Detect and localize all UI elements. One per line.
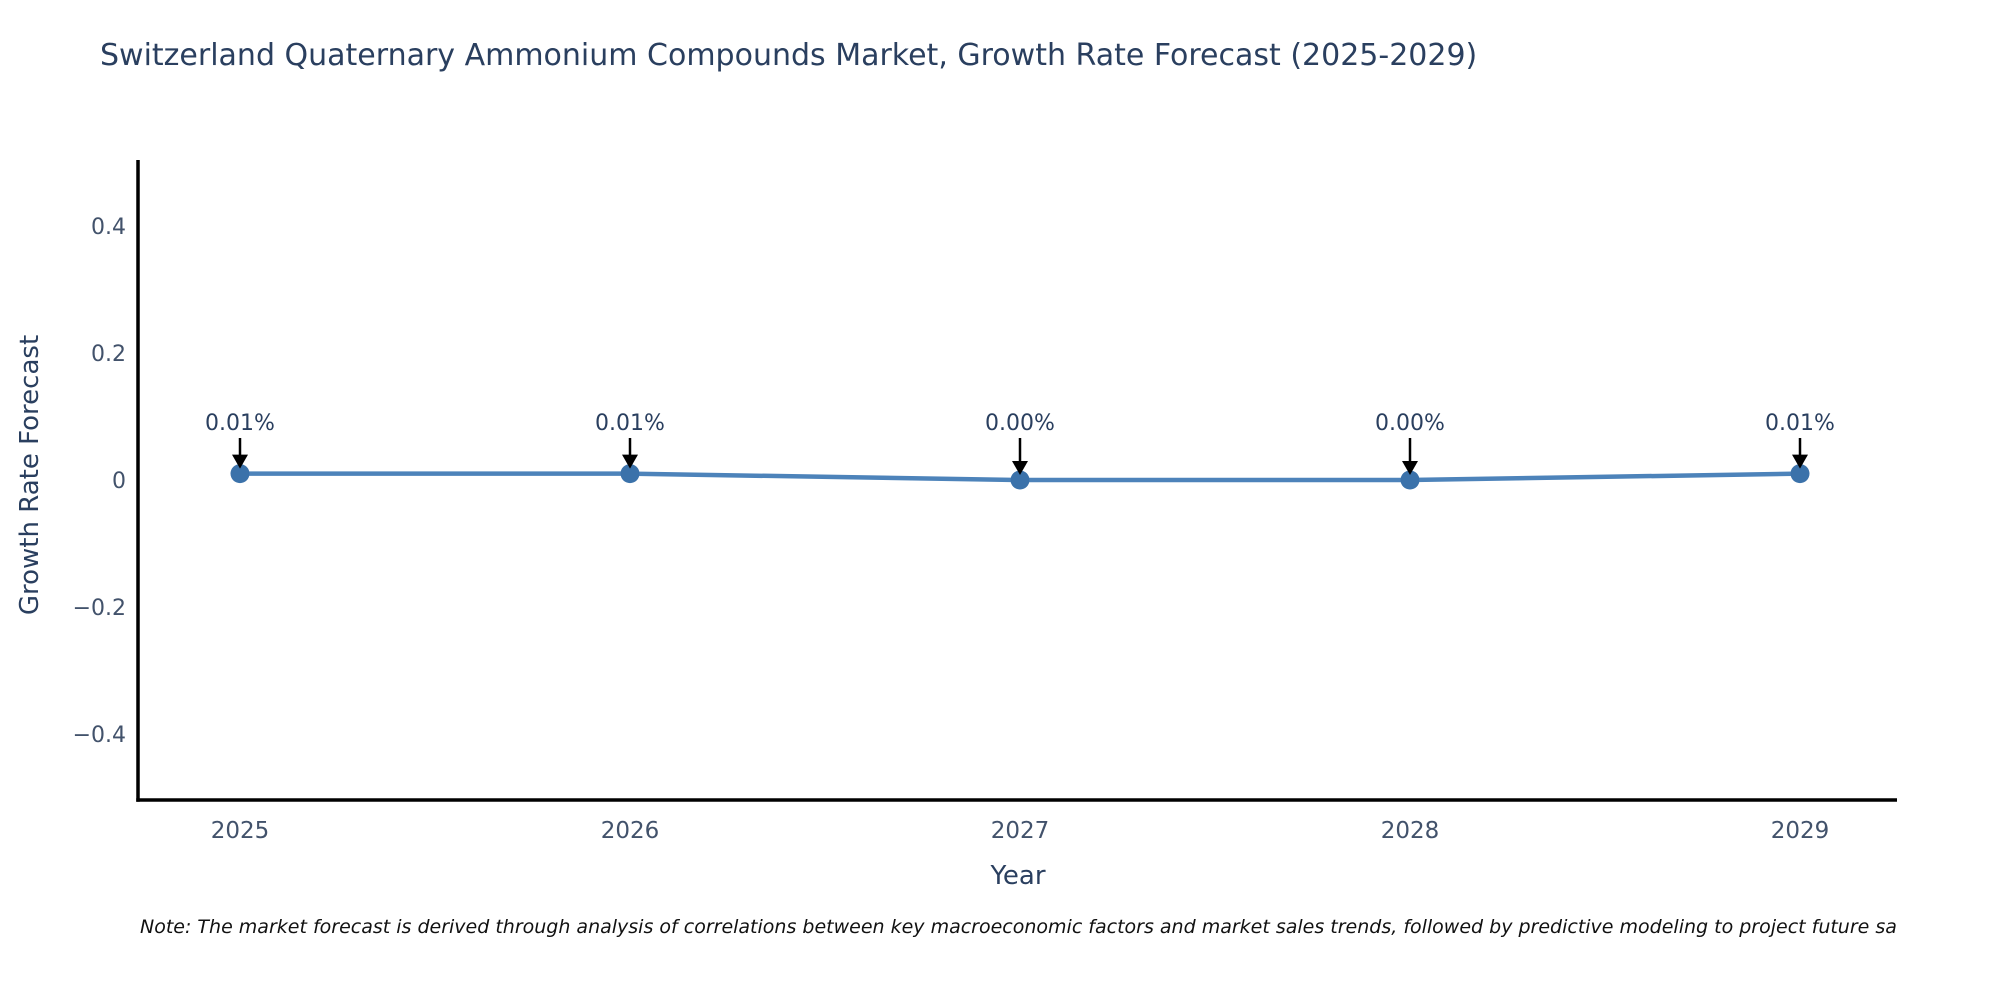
chart-title: Switzerland Quaternary Ammonium Compound… bbox=[100, 38, 1478, 73]
y-tick-label: 0.4 bbox=[91, 215, 126, 240]
annotation-arrowhead bbox=[1012, 461, 1028, 475]
x-tick-label: 2026 bbox=[601, 818, 660, 844]
data-point-marker[interactable] bbox=[620, 464, 640, 484]
point-annotation-label: 0.01% bbox=[595, 411, 665, 436]
x-tick-label: 2028 bbox=[1381, 818, 1440, 844]
annotation-arrowhead bbox=[232, 454, 248, 469]
annotation-arrowhead bbox=[622, 454, 638, 469]
point-annotation-label: 0.01% bbox=[1765, 411, 1835, 436]
annotation-arrowhead bbox=[1402, 461, 1418, 475]
x-tick-label: 2025 bbox=[211, 818, 270, 844]
data-point-marker[interactable] bbox=[1010, 470, 1030, 490]
footnote: Note: The market forecast is derived thr… bbox=[140, 916, 1897, 938]
x-tick-label: 2027 bbox=[991, 818, 1050, 844]
point-annotation-label: 0.01% bbox=[205, 411, 275, 436]
annotation-arrowhead bbox=[1792, 454, 1808, 469]
x-axis-title: Year bbox=[990, 861, 1046, 891]
y-tick-label: 0.2 bbox=[91, 342, 126, 367]
data-point-marker[interactable] bbox=[230, 464, 250, 484]
data-point-marker[interactable] bbox=[1790, 464, 1810, 484]
y-tick-label: −0.4 bbox=[73, 723, 126, 748]
point-annotation-label: 0.00% bbox=[985, 411, 1055, 436]
data-point-marker[interactable] bbox=[1400, 470, 1420, 490]
x-tick-label: 2029 bbox=[1771, 818, 1830, 844]
point-annotation-label: 0.00% bbox=[1375, 411, 1445, 436]
y-tick-label: 0 bbox=[112, 469, 126, 494]
y-tick-label: −0.2 bbox=[73, 596, 126, 621]
